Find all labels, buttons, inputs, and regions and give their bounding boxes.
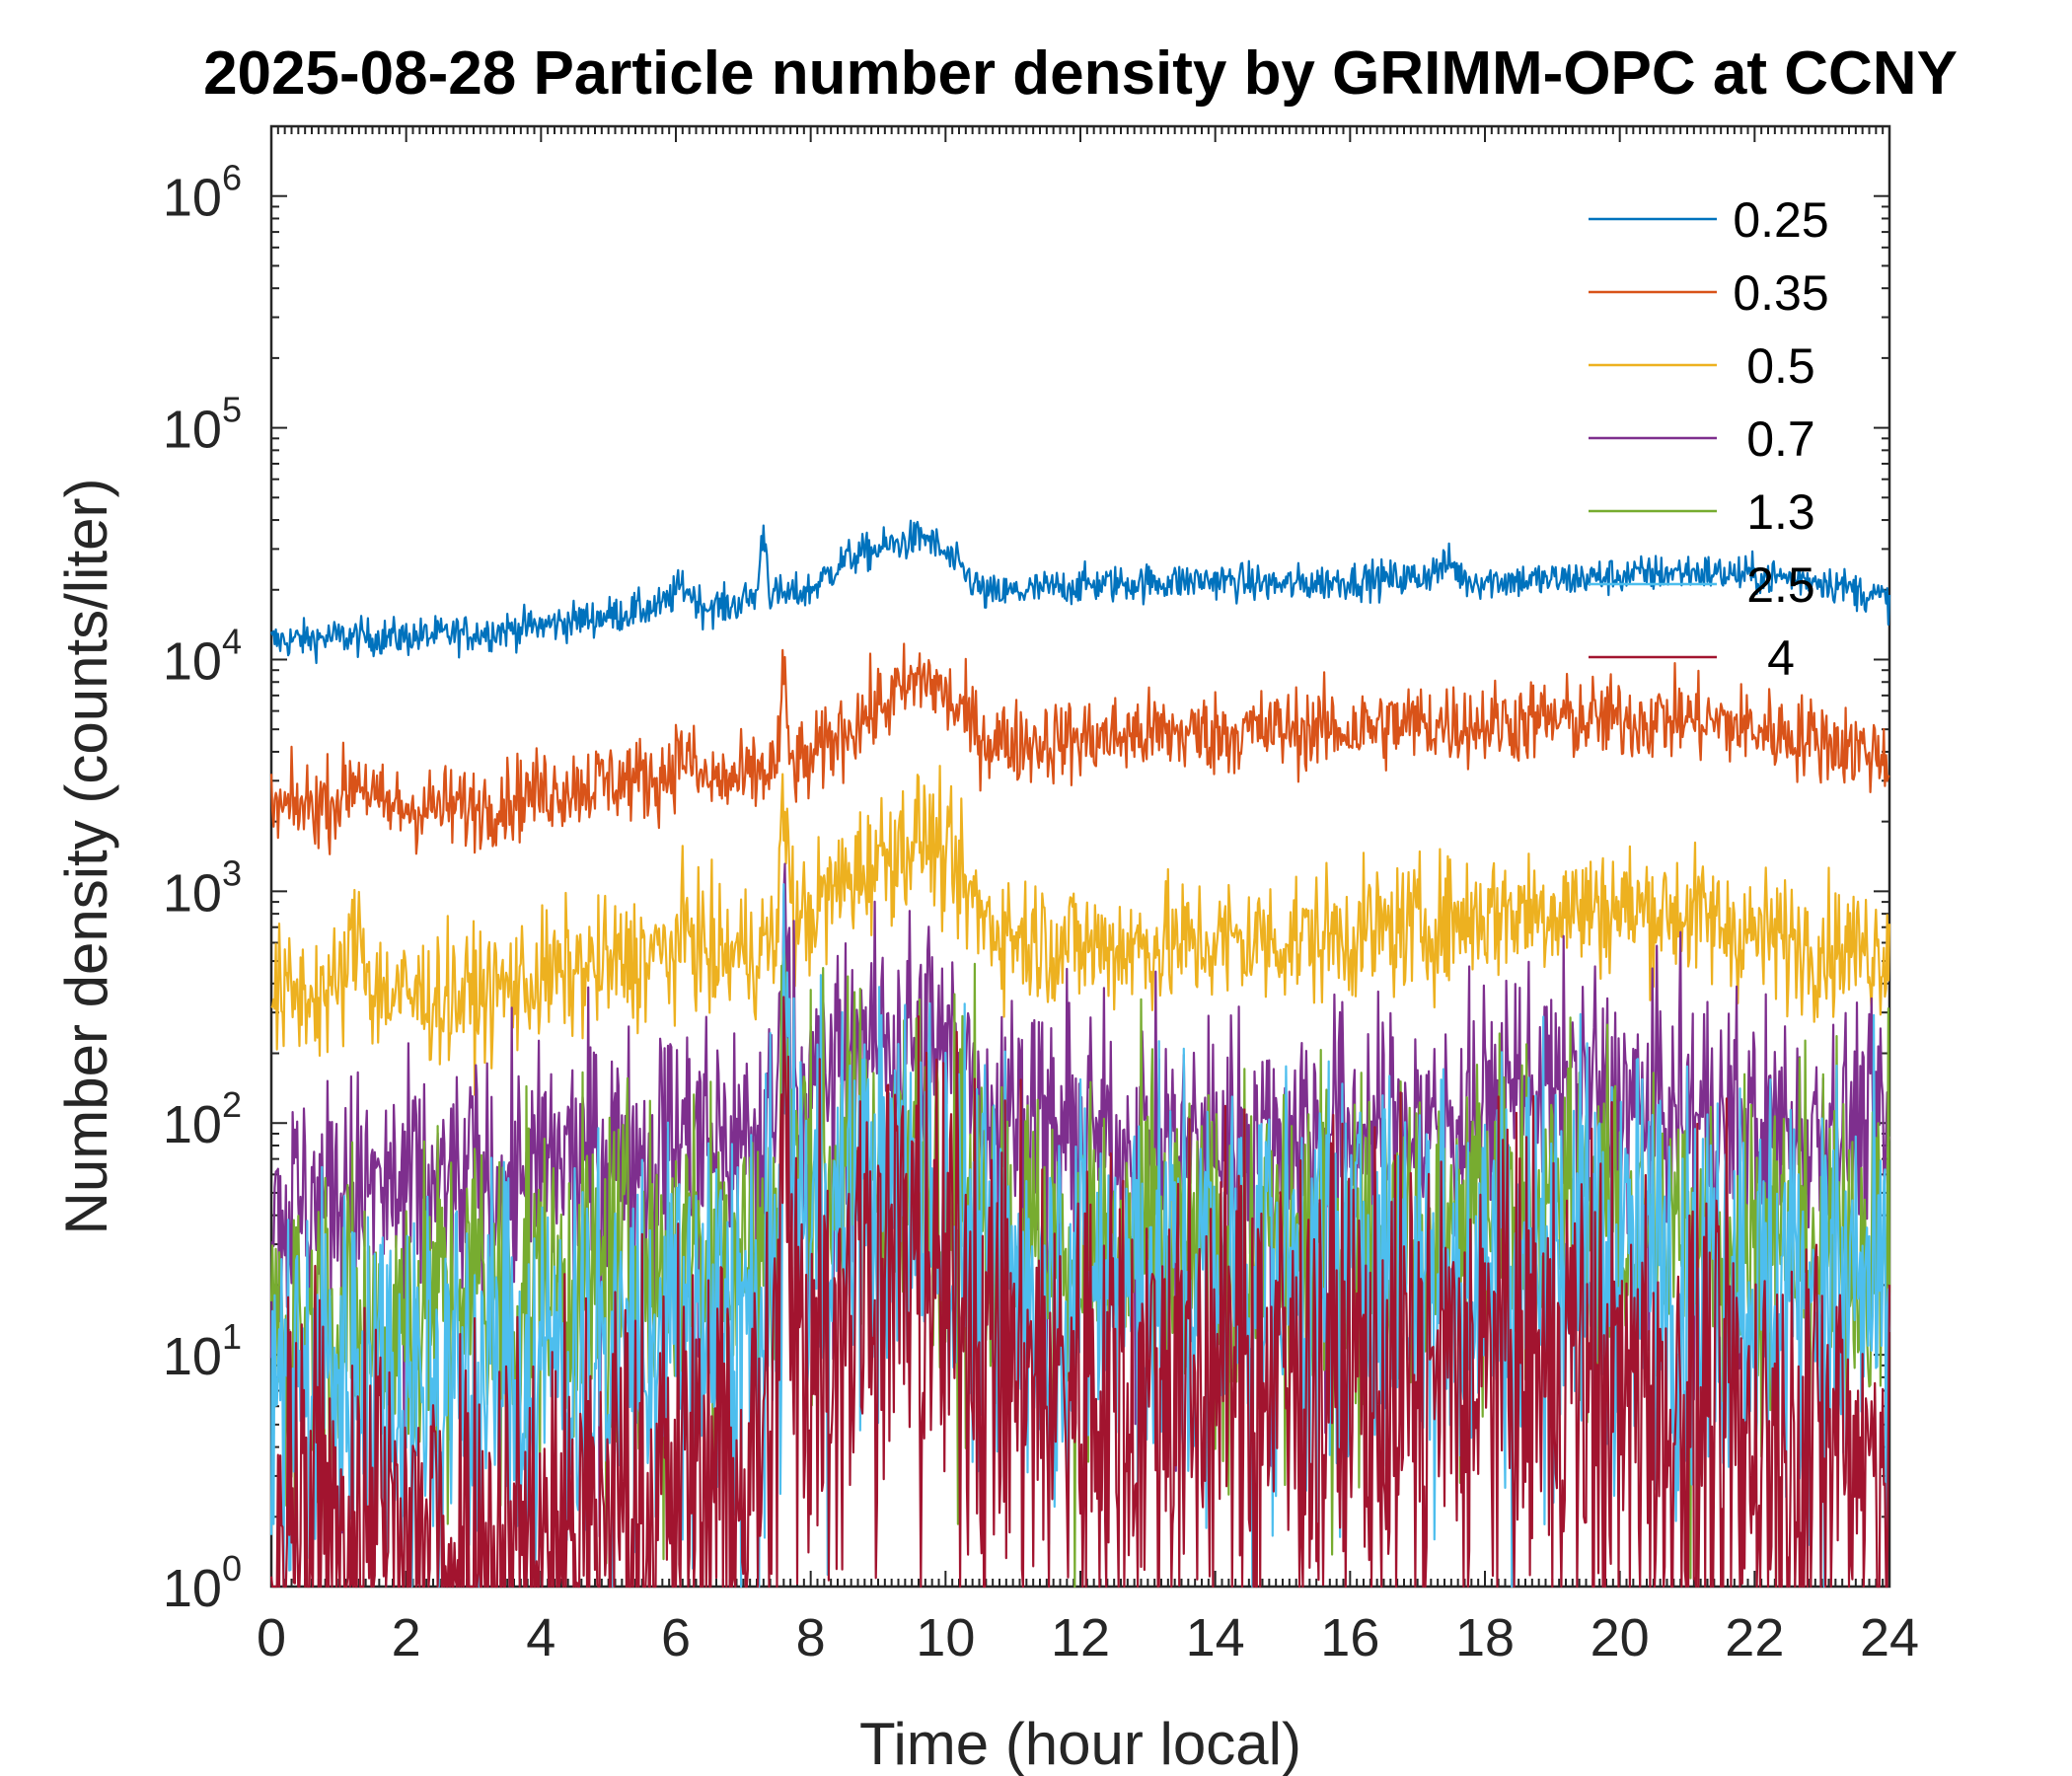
legend-label: 1.3 bbox=[1746, 484, 1815, 540]
legend-label: 4 bbox=[1767, 630, 1795, 686]
legend: 0.25 0.35 0.5 0.7 1.3 2.5 4 bbox=[1589, 192, 1829, 686]
series-line-0.25 bbox=[269, 519, 1891, 665]
series-line-0.5 bbox=[270, 765, 1891, 1096]
y-tick-label: 102 bbox=[163, 1084, 242, 1154]
legend-label: 0.35 bbox=[1733, 265, 1828, 321]
series-line-4 bbox=[269, 996, 1891, 1589]
y-tick-label: 105 bbox=[163, 390, 242, 460]
x-axis-label: Time (hour local) bbox=[859, 1711, 1301, 1776]
x-tick-label: 18 bbox=[1455, 1608, 1515, 1667]
chart-title: 2025-08-28 Particle number density by GR… bbox=[203, 39, 1958, 108]
x-tick-label: 8 bbox=[796, 1608, 826, 1667]
x-tick-label: 20 bbox=[1591, 1608, 1650, 1667]
x-tick-labels: 0 2 4 6 8 10 12 14 16 18 20 22 24 bbox=[257, 1608, 1919, 1667]
y-tick-label: 101 bbox=[163, 1316, 242, 1386]
y-tick-label: 104 bbox=[163, 621, 242, 691]
legend-label: 0.5 bbox=[1746, 338, 1815, 394]
y-tick-labels: 100 101 102 103 104 105 106 bbox=[163, 158, 242, 1618]
y-tick-label: 106 bbox=[163, 158, 242, 228]
x-tick-label: 10 bbox=[916, 1608, 975, 1667]
y-axis-label: Number density (counts/liter) bbox=[53, 479, 119, 1235]
x-tick-label: 24 bbox=[1860, 1608, 1919, 1667]
legend-label: 0.25 bbox=[1733, 192, 1828, 248]
x-tick-label: 16 bbox=[1320, 1608, 1379, 1667]
data-series bbox=[269, 519, 1891, 1589]
x-tick-label: 4 bbox=[526, 1608, 555, 1667]
y-tick-label: 103 bbox=[163, 852, 242, 923]
series-line-0.35 bbox=[269, 642, 1890, 855]
legend-label: 2.5 bbox=[1746, 557, 1815, 613]
x-tick-label: 12 bbox=[1051, 1608, 1110, 1667]
x-tick-label: 2 bbox=[392, 1608, 421, 1667]
x-tick-label: 0 bbox=[257, 1608, 286, 1667]
y-tick-label: 100 bbox=[163, 1548, 242, 1618]
x-tick-label: 14 bbox=[1186, 1608, 1245, 1667]
legend-label: 0.7 bbox=[1746, 411, 1815, 467]
x-tick-label: 22 bbox=[1725, 1608, 1784, 1667]
x-tick-label: 6 bbox=[661, 1608, 691, 1667]
